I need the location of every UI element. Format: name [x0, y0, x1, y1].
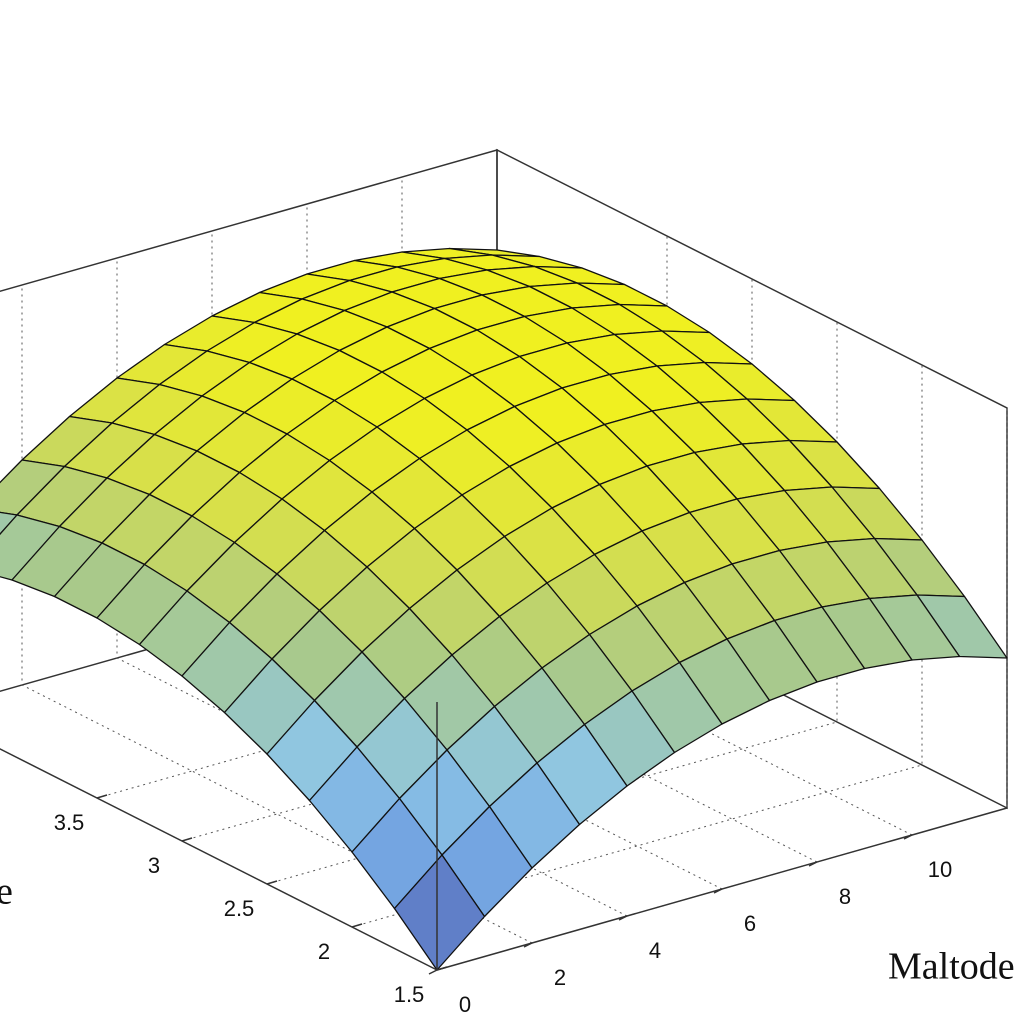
y-tick-label: 1.5 — [394, 982, 425, 1007]
surface-patch — [393, 854, 486, 971]
x-tick — [428, 969, 438, 975]
y-tick-label: 2 — [318, 939, 330, 964]
x-tick — [713, 888, 723, 894]
grid-line — [21, 285, 533, 944]
y-tick — [181, 837, 193, 842]
grid-line — [351, 365, 923, 928]
y-tick-label: 3 — [148, 853, 160, 878]
x-tick-label: 2 — [554, 965, 566, 990]
x-tick — [618, 915, 628, 921]
y-tick — [266, 880, 278, 885]
y-tick — [351, 923, 363, 928]
x-tick — [903, 834, 913, 840]
y-axis-label: e — [0, 871, 13, 913]
x-tick-label: 8 — [839, 884, 851, 909]
x-tick-label: 4 — [649, 938, 661, 963]
x-tick — [523, 942, 533, 948]
grid-line — [116, 258, 628, 917]
x-tick-label: 6 — [744, 911, 756, 936]
x-tick — [808, 861, 818, 867]
y-tick — [436, 966, 448, 971]
x-tick-label: 0 — [459, 992, 471, 1017]
grid-line — [436, 408, 1008, 971]
y-tick — [96, 794, 108, 799]
x-tick-label: 10 — [928, 857, 952, 882]
y-tick-label: 3.5 — [54, 810, 85, 835]
y-tick-label: 2.5 — [224, 896, 255, 921]
x-axis-label: Maltode — [888, 946, 1015, 988]
